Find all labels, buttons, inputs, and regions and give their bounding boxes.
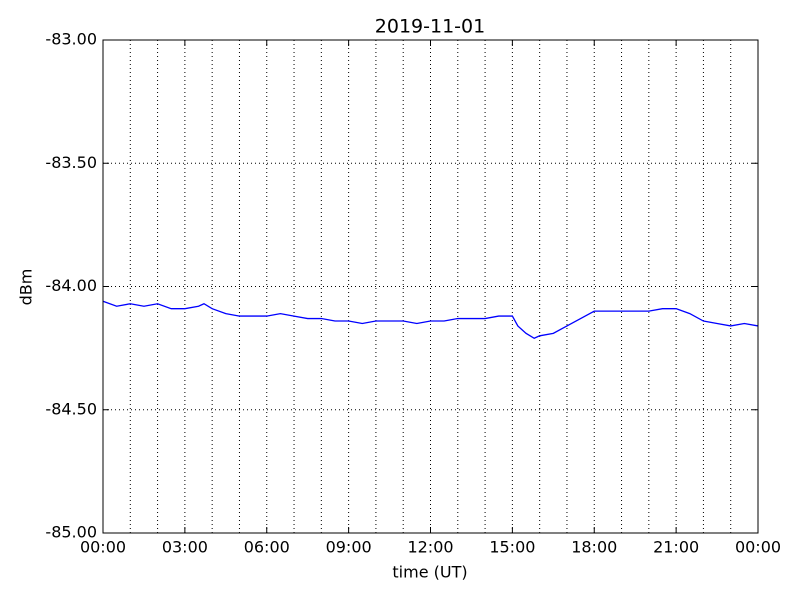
x-tick-label: 03:00: [162, 538, 208, 557]
x-axis-label: time (UT): [392, 563, 467, 582]
chart-title: 2019-11-01: [375, 16, 485, 38]
x-tick-label: 09:00: [326, 538, 372, 557]
y-tick-label: -84.50: [45, 399, 97, 418]
x-tick-label: 06:00: [244, 538, 290, 557]
x-tick-label: 18:00: [571, 538, 617, 557]
y-tick-label: -84.00: [45, 276, 97, 295]
y-axis-label: dBm: [17, 269, 36, 306]
x-tick-label: 12:00: [407, 538, 453, 557]
plot-frame: [102, 39, 759, 534]
y-tick-label: -83.00: [45, 30, 97, 49]
x-tick-label: 00:00: [735, 538, 781, 557]
y-tick-label: -85.00: [45, 523, 97, 542]
x-tick-label: 15:00: [489, 538, 535, 557]
y-tick-label: -83.50: [45, 153, 97, 172]
x-tick-label: 00:00: [80, 538, 126, 557]
x-tick-label: 21:00: [653, 538, 699, 557]
data-line: [102, 300, 759, 339]
